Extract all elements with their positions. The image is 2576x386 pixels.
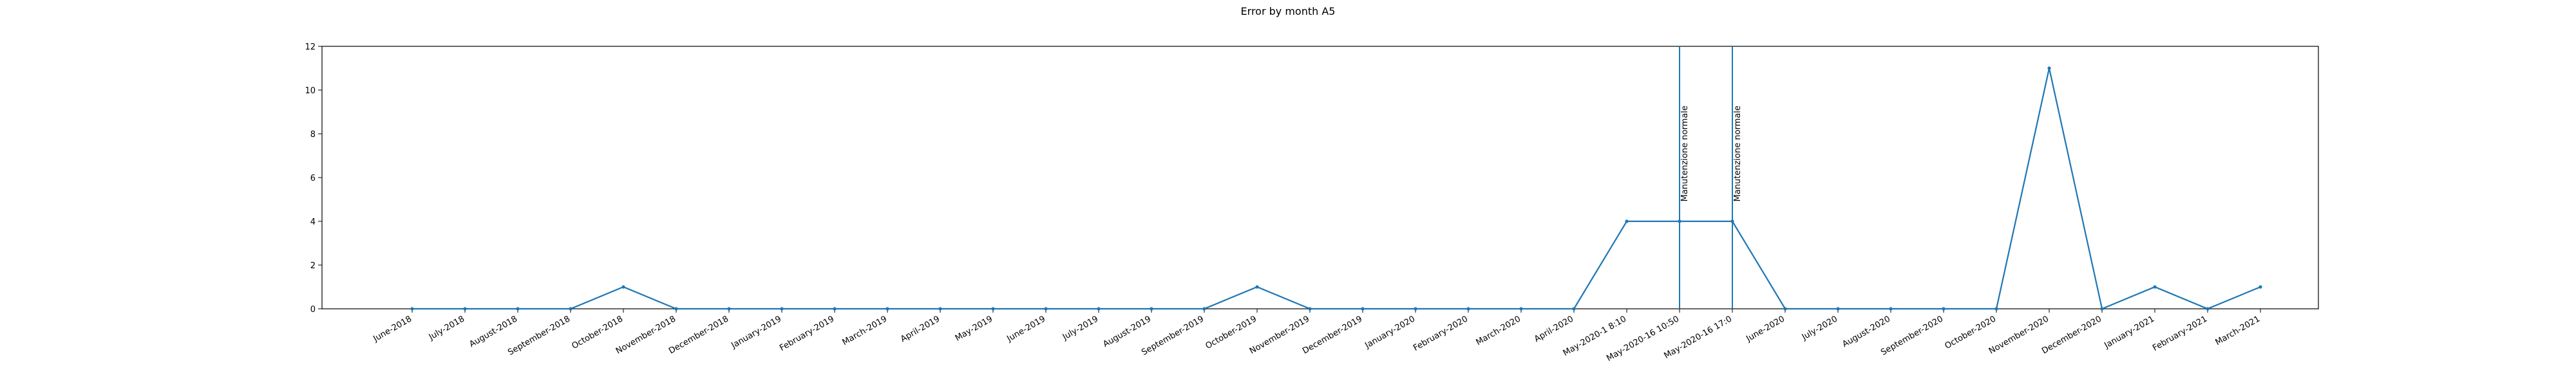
x-tick-label: February-2021 bbox=[2151, 314, 2209, 353]
data-point bbox=[621, 285, 625, 289]
y-tick-label: 0 bbox=[310, 305, 316, 315]
data-point bbox=[1836, 307, 1840, 311]
data-point bbox=[1097, 307, 1101, 311]
x-tick-label: January-2021 bbox=[2102, 314, 2156, 351]
x-tick-label: January-2019 bbox=[729, 314, 783, 351]
x-tick-label: July-2020 bbox=[1800, 314, 1839, 342]
x-tick-label: October-2019 bbox=[1204, 314, 1258, 351]
data-point bbox=[833, 307, 837, 311]
x-tick-label: June-2020 bbox=[1744, 314, 1786, 344]
y-tick-label: 6 bbox=[310, 174, 316, 183]
data-point bbox=[1942, 307, 1946, 311]
data-point bbox=[1678, 219, 1681, 223]
data-point bbox=[516, 307, 520, 311]
data-point bbox=[1308, 307, 1312, 311]
x-tick-label: March-2021 bbox=[2213, 314, 2262, 347]
data-point bbox=[1150, 307, 1153, 311]
data-point bbox=[2100, 307, 2104, 311]
data-point bbox=[1044, 307, 1048, 311]
x-tick-label: October-2018 bbox=[570, 314, 625, 351]
x-tick-label: February-2020 bbox=[1412, 314, 1470, 353]
x-tick-label: August-2018 bbox=[468, 314, 519, 349]
x-tick-label: March-2020 bbox=[1474, 314, 1522, 347]
x-tick-label: April-2020 bbox=[1533, 314, 1575, 344]
series-line bbox=[412, 68, 2261, 310]
data-point bbox=[1361, 307, 1365, 311]
data-point bbox=[2153, 285, 2157, 289]
x-tick-label: July-2019 bbox=[1061, 314, 1100, 342]
chart-title: Error by month A5 bbox=[1240, 5, 1336, 17]
data-point bbox=[780, 307, 784, 311]
data-point bbox=[1783, 307, 1787, 311]
data-point bbox=[1572, 307, 1576, 311]
data-point bbox=[1730, 219, 1734, 223]
data-point bbox=[2259, 285, 2262, 289]
data-point bbox=[1255, 285, 1259, 289]
data-point bbox=[886, 307, 889, 311]
data-point bbox=[1519, 307, 1523, 311]
data-point bbox=[1889, 307, 1893, 311]
x-tick-label: June-2019 bbox=[1005, 314, 1047, 344]
x-tick-label: March-2019 bbox=[840, 314, 889, 347]
data-point bbox=[463, 307, 467, 311]
y-tick-label: 8 bbox=[310, 130, 316, 140]
data-point bbox=[2047, 66, 2051, 70]
y-tick-label: 10 bbox=[305, 86, 316, 96]
data-point bbox=[1625, 219, 1629, 223]
data-point bbox=[1466, 307, 1470, 311]
data-point bbox=[991, 307, 995, 311]
data-point bbox=[2206, 307, 2210, 311]
data-point bbox=[1414, 307, 1417, 311]
y-tick-label: 2 bbox=[310, 261, 316, 271]
y-tick-label: 4 bbox=[310, 217, 316, 227]
y-tick-label: 12 bbox=[305, 42, 316, 52]
x-tick-label: August-2019 bbox=[1101, 314, 1153, 349]
data-point bbox=[410, 307, 414, 311]
x-tick-label: February-2019 bbox=[778, 314, 836, 353]
x-tick-label: January-2020 bbox=[1363, 314, 1417, 351]
x-tick-label: December-2020 bbox=[2040, 314, 2103, 356]
x-tick-label: April-2019 bbox=[899, 314, 942, 344]
data-point bbox=[938, 307, 942, 311]
annotation-label: Manutenzione normale bbox=[1733, 106, 1743, 201]
x-tick-label: June-2018 bbox=[371, 314, 413, 344]
x-tick-label: October-2020 bbox=[1943, 314, 1998, 351]
x-tick-label: May-2019 bbox=[954, 314, 994, 343]
data-point bbox=[1202, 307, 1206, 311]
data-point bbox=[727, 307, 731, 311]
x-tick-label: July-2018 bbox=[427, 314, 466, 342]
data-point bbox=[674, 307, 678, 311]
x-tick-label: December-2018 bbox=[667, 314, 730, 356]
plot-frame bbox=[321, 46, 2319, 309]
x-tick-label: August-2020 bbox=[1841, 314, 1892, 349]
data-point bbox=[569, 307, 573, 311]
annotation-label: Manutenzione normale bbox=[1680, 106, 1690, 201]
x-tick-label: December-2019 bbox=[1301, 314, 1364, 356]
data-point bbox=[1994, 307, 1998, 311]
